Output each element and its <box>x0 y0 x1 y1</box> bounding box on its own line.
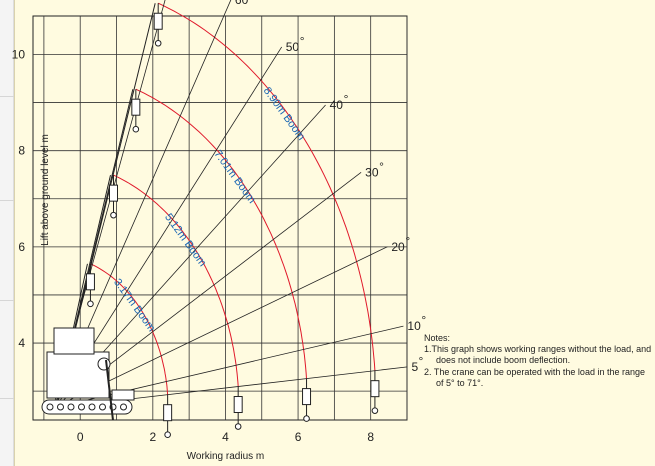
angle-label-40: 40 <box>330 98 344 112</box>
cab-icon <box>46 351 110 399</box>
degree-mark: ° <box>344 92 349 106</box>
angle-label-5: 5 <box>411 360 418 374</box>
chart-grid <box>32 15 408 421</box>
boom-label-3: 7.01m Boom <box>211 148 257 206</box>
arm-icon <box>105 359 114 421</box>
y-axis-label: Lift above ground level m <box>40 134 51 246</box>
strip-divider <box>0 300 14 301</box>
hook-block <box>131 98 141 116</box>
angle-label-10: 10 <box>407 319 421 333</box>
hook-eye <box>87 300 94 308</box>
strip-divider <box>0 398 14 399</box>
page-edge-strip <box>0 0 14 466</box>
hook-marker <box>370 370 380 414</box>
y-tick-label: 10 <box>12 47 26 61</box>
hook-markers <box>85 3 380 438</box>
degree-mark: ° <box>418 354 423 368</box>
hook-marker <box>85 263 95 308</box>
strip-divider <box>0 96 14 97</box>
y-tick-label: 6 <box>18 240 25 254</box>
hook-eye <box>132 125 140 133</box>
angle-label-30: 30 <box>365 165 379 179</box>
angle-label-20: 20 <box>391 240 405 254</box>
x-tick-label: 4 <box>222 430 229 444</box>
x-axis-label: Working radius m <box>187 451 265 462</box>
hook-marker <box>153 3 163 47</box>
boom-label-4: 8.90m Boom <box>261 85 307 143</box>
boom-label-2: 5.12m Boom <box>162 211 208 269</box>
notes-box: Notes: 1.This graph shows working ranges… <box>424 333 654 389</box>
hook-block <box>153 12 163 30</box>
hook-block <box>85 273 95 291</box>
boom-pivot-icon <box>97 357 111 371</box>
x-tick-label: 6 <box>295 430 302 444</box>
angle-label-60: 60 <box>235 0 249 7</box>
track-wheel-icon <box>88 403 96 411</box>
degree-mark: ° <box>249 0 254 1</box>
note-item-1: 1.This graph shows working ranges withou… <box>424 344 652 366</box>
degree-mark: ° <box>421 313 426 327</box>
hook-marker <box>131 89 141 133</box>
strip-divider <box>0 200 14 201</box>
hook-eye <box>164 431 171 438</box>
hook-marker <box>108 175 118 219</box>
angle-rays <box>52 0 408 409</box>
hook-eye <box>154 39 162 47</box>
excavator-illustration <box>41 327 135 421</box>
hook-block <box>370 380 380 398</box>
degree-mark: ° <box>379 159 384 173</box>
hook-marker <box>302 378 312 422</box>
hook-block <box>233 396 243 414</box>
blade-icon <box>111 389 135 401</box>
track-wheel-icon <box>67 403 75 411</box>
hook-block <box>108 184 118 202</box>
degree-mark: ° <box>405 234 410 248</box>
note-item-2: 2. The crane can be operated with the lo… <box>424 366 645 388</box>
track-wheel-icon <box>46 403 54 411</box>
hook-eye <box>371 407 379 414</box>
track-wheel-icon <box>78 403 85 411</box>
notes-title: Notes: <box>424 333 451 343</box>
hook-block <box>302 388 312 406</box>
track-icon <box>41 399 133 415</box>
degree-mark: ° <box>300 34 305 48</box>
hook-eye <box>303 415 310 422</box>
x-tick-label: 2 <box>149 430 156 444</box>
x-tick-label: 8 <box>367 430 374 444</box>
x-tick-label: 0 <box>77 430 84 444</box>
canopy-icon <box>53 327 95 355</box>
hook-marker <box>163 394 173 438</box>
track-wheel-icon <box>120 403 127 411</box>
y-tick-label: 4 <box>18 336 25 350</box>
y-tick-label: 8 <box>18 144 25 158</box>
hook-eye <box>234 423 242 430</box>
hook-marker <box>233 386 243 430</box>
angle-ray-10 <box>52 325 404 409</box>
track-wheel-icon <box>99 403 106 411</box>
angle-label-50: 50 <box>286 40 300 54</box>
hook-eye <box>110 211 117 219</box>
hook-block <box>163 404 173 422</box>
track-wheel-icon <box>57 403 64 411</box>
